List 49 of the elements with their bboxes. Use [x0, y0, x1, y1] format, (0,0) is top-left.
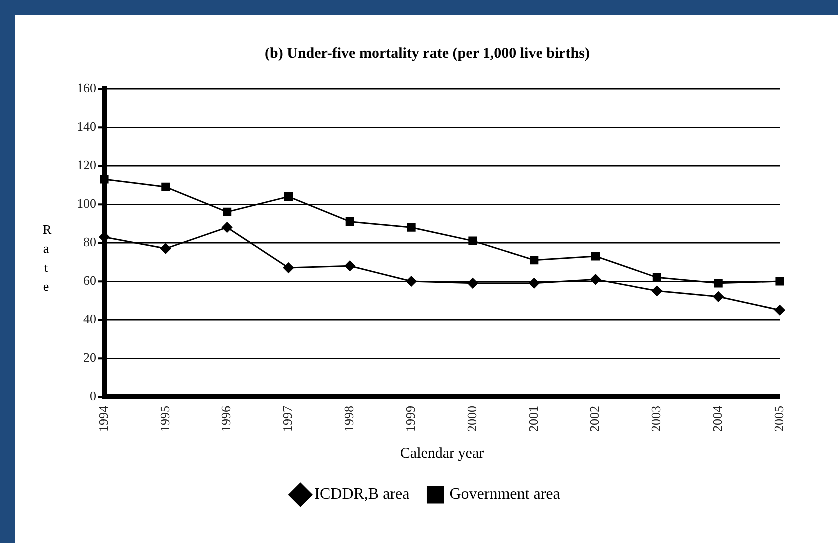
y-tick-label: 120: [77, 157, 96, 172]
point: [529, 278, 540, 289]
point: [406, 276, 417, 287]
point: [468, 236, 478, 246]
point: [162, 182, 170, 192]
point: [407, 223, 416, 232]
x-tick-label: 2000: [464, 406, 480, 432]
x-axis-title: Calendar year: [400, 446, 484, 462]
point: [530, 256, 539, 265]
x-tick-label: 2005: [771, 406, 786, 432]
point: [344, 260, 356, 272]
legend-label: Government area: [450, 486, 560, 504]
point: [590, 274, 602, 285]
y-axis-title: Rate: [43, 221, 52, 296]
y-tick-label: 100: [77, 196, 96, 211]
y-tick-label: 40: [84, 311, 96, 326]
x-tick-label: 1998: [342, 406, 357, 432]
x-tick-label: 2003: [648, 406, 664, 432]
point: [652, 286, 662, 296]
x-tick-label: 1995: [157, 406, 172, 432]
point: [160, 244, 172, 254]
chart-title: (b) Under-five mortality rate (per 1,000 live births): [265, 46, 590, 62]
point: [346, 218, 354, 226]
y-tick-label: 20: [84, 350, 96, 365]
point: [591, 252, 600, 261]
y-tick-label: 80: [84, 234, 96, 250]
point: [776, 277, 784, 286]
y-tick-label: 160: [77, 80, 96, 96]
x-tick-label: 2002: [587, 406, 602, 432]
point: [283, 262, 294, 274]
point: [223, 208, 232, 216]
x-tick-label: 2001: [526, 406, 541, 432]
point: [468, 278, 478, 289]
x-tick-label: 2004: [710, 406, 726, 432]
x-tick-label: 1994: [96, 406, 111, 432]
x-tick-label: 1996: [218, 406, 234, 432]
point: [714, 279, 723, 288]
point: [774, 305, 786, 316]
point: [652, 273, 662, 282]
point: [222, 222, 233, 233]
point: [713, 292, 724, 302]
y-tick-label: 60: [84, 272, 96, 288]
point: [284, 192, 294, 202]
legend-label: ICDDR,B area: [314, 486, 410, 504]
point: [100, 175, 109, 184]
x-tick-label: 1997: [280, 406, 296, 432]
x-tick-label: 1999: [402, 406, 418, 432]
y-tick-label: 140: [77, 118, 96, 134]
y-tick-label: 0: [90, 388, 96, 404]
